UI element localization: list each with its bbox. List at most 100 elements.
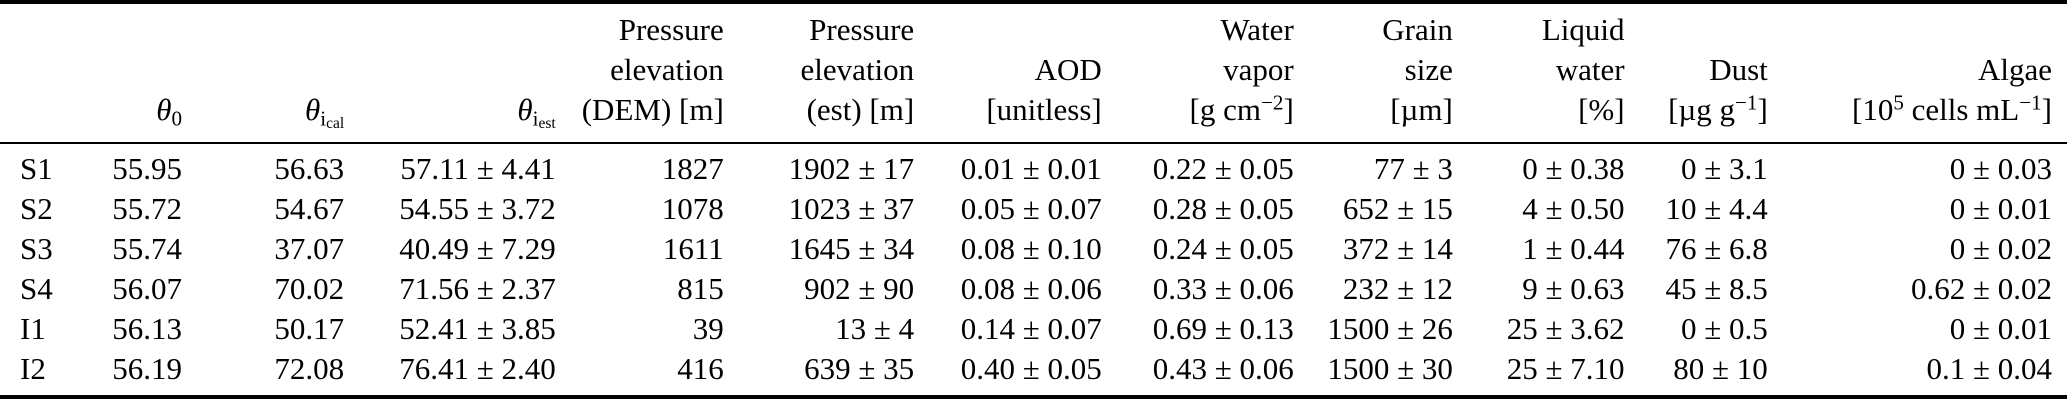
cell-theta0: 55.72 xyxy=(112,191,183,226)
cell-theta0: 56.13 xyxy=(112,311,183,346)
header-text: [10 xyxy=(1852,92,1894,127)
cell-theta_i_cal: 56.63 xyxy=(274,151,345,186)
header-text: size xyxy=(1404,52,1453,87)
header-text: [µm] xyxy=(1390,92,1453,127)
header-line: [µg g−1] xyxy=(1651,90,1768,130)
header-text: Algae xyxy=(1977,52,2052,87)
cell-theta0: 55.95 xyxy=(112,151,183,186)
header-text: cells mL xyxy=(1903,92,2020,127)
cell-water_vapor: 0.69 ± 0.13 xyxy=(1152,311,1294,346)
cell-theta_i_est: 40.49 ± 7.29 xyxy=(399,231,556,266)
header-line: water xyxy=(1479,50,1625,90)
header-text: [unitless] xyxy=(986,92,1102,127)
header-line: size xyxy=(1320,50,1453,90)
cell-dust: 45 ± 8.5 xyxy=(1665,271,1768,306)
cell-grain_size: 232 ± 12 xyxy=(1342,271,1453,306)
cell-algae: 0.1 ± 0.04 xyxy=(1926,351,2052,386)
cell-pressure_elevation_dem: 416 xyxy=(677,351,724,386)
header-text: Liquid xyxy=(1541,12,1625,47)
header-text: ] xyxy=(1283,92,1294,127)
results-table: θ0 θical θiest Pressure elevation (DEM) [m] Pr… xyxy=(0,0,2067,399)
header-text-sup: 5 xyxy=(1893,90,1904,115)
cell-dust: 0 ± 3.1 xyxy=(1681,151,1768,186)
cell-pressure_elevation_dem: 1611 xyxy=(662,231,724,266)
header-text: elevation xyxy=(800,52,915,87)
header-line: Grain xyxy=(1320,10,1453,50)
column-header-label xyxy=(0,2,65,143)
header-text: AOD xyxy=(1034,52,1102,87)
header-line: Algae xyxy=(1794,50,2052,90)
row-label: S4 xyxy=(20,271,53,306)
header-line: elevation xyxy=(582,50,724,90)
cell-dust: 10 ± 4.4 xyxy=(1665,191,1768,226)
column-header-grain_size: Grain size [µm] xyxy=(1294,2,1453,143)
cell-pressure_elevation_est: 1645 ± 34 xyxy=(788,231,915,266)
cell-pressure_elevation_est: 1902 ± 17 xyxy=(788,151,915,186)
cell-aod: 0.05 ± 0.07 xyxy=(960,191,1102,226)
header-line: [105 cells mL−1] xyxy=(1794,90,2052,130)
table-row: I2 56.19 72.08 76.41 ± 2.40 416 639 ± 35 0.40 … xyxy=(0,349,2067,397)
column-header-water_vapor: Water vapor [g cm−2] xyxy=(1102,2,1294,143)
row-label: I1 xyxy=(20,311,46,346)
header-text-sub: i xyxy=(532,106,539,131)
column-header-theta0: θ0 xyxy=(65,2,182,143)
cell-pressure_elevation_dem: 1827 xyxy=(661,151,724,186)
table-row: I1 56.13 50.17 52.41 ± 3.85 39 13 ± 4 0.14 ± 0… xyxy=(0,309,2067,349)
header-line: elevation xyxy=(750,50,915,90)
table-head: θ0 θical θiest Pressure elevation (DEM) [m] Pr… xyxy=(0,2,2067,143)
cell-aod: 0.14 ± 0.07 xyxy=(960,311,1102,346)
cell-theta0: 56.19 xyxy=(112,351,183,386)
table-row: S3 55.74 37.07 40.49 ± 7.29 1611 1645 ± 34 0.0… xyxy=(0,229,2067,269)
header-text: Pressure xyxy=(618,12,724,47)
header-text: (est) [m] xyxy=(806,92,915,127)
cell-theta_i_cal: 37.07 xyxy=(274,231,345,266)
column-header-pressure_elevation_dem: Pressure elevation (DEM) [m] xyxy=(556,2,724,143)
cell-grain_size: 1500 ± 30 xyxy=(1327,351,1453,386)
header-text: ] xyxy=(1757,92,1768,127)
header-line: [µm] xyxy=(1320,90,1453,130)
header-text-it: θ xyxy=(517,92,533,127)
cell-grain_size: 1500 ± 26 xyxy=(1327,311,1453,346)
cell-pressure_elevation_dem: 39 xyxy=(692,311,724,346)
header-text-subsub: cal xyxy=(326,114,345,132)
cell-liquid_water: 4 ± 0.50 xyxy=(1522,191,1625,226)
table-row: S2 55.72 54.67 54.55 ± 3.72 1078 1023 ± 37 0.0… xyxy=(0,189,2067,229)
header-text-it: θ xyxy=(305,92,321,127)
cell-liquid_water: 25 ± 7.10 xyxy=(1506,351,1625,386)
cell-water_vapor: 0.33 ± 0.06 xyxy=(1152,271,1294,306)
header-line: (est) [m] xyxy=(750,90,915,130)
header-row: θ0 θical θiest Pressure elevation (DEM) [m] Pr… xyxy=(0,2,2067,143)
cell-theta_i_est: 71.56 ± 2.37 xyxy=(399,271,556,306)
header-text-sup: −1 xyxy=(1735,90,1758,115)
cell-pressure_elevation_est: 13 ± 4 xyxy=(835,311,915,346)
row-label: S1 xyxy=(20,151,53,186)
cell-liquid_water: 0 ± 0.38 xyxy=(1522,151,1625,186)
row-label: S3 xyxy=(20,231,53,266)
header-line: (DEM) [m] xyxy=(582,90,724,130)
column-header-dust: Dust [µg g−1] xyxy=(1625,2,1768,143)
header-line: Liquid xyxy=(1479,10,1625,50)
table-row: S1 55.95 56.63 57.11 ± 4.41 1827 1902 ± 17 0.0… xyxy=(0,143,2067,189)
header-line: AOD xyxy=(940,50,1102,90)
header-line: Pressure xyxy=(582,10,724,50)
header-text-sub: 0 xyxy=(171,106,183,131)
cell-theta_i_est: 57.11 ± 4.41 xyxy=(400,151,556,186)
cell-water_vapor: 0.24 ± 0.05 xyxy=(1152,231,1294,266)
cell-water_vapor: 0.28 ± 0.05 xyxy=(1152,191,1294,226)
cell-theta_i_est: 76.41 ± 2.40 xyxy=(399,351,556,386)
cell-algae: 0.62 ± 0.02 xyxy=(1910,271,2052,306)
cell-water_vapor: 0.43 ± 0.06 xyxy=(1152,351,1294,386)
header-text: elevation xyxy=(610,52,724,87)
cell-liquid_water: 9 ± 0.63 xyxy=(1522,271,1625,306)
row-label: S2 xyxy=(20,191,53,226)
column-header-aod: AOD [unitless] xyxy=(914,2,1102,143)
header-text: [g cm xyxy=(1189,92,1261,127)
header-line: θ0 xyxy=(91,90,182,130)
header-line: [g cm−2] xyxy=(1128,90,1294,130)
cell-grain_size: 652 ± 15 xyxy=(1342,191,1453,226)
cell-theta_i_est: 54.55 ± 3.72 xyxy=(399,191,556,226)
cell-dust: 76 ± 6.8 xyxy=(1665,231,1768,266)
cell-dust: 0 ± 0.5 xyxy=(1681,311,1768,346)
cell-theta0: 56.07 xyxy=(112,271,183,306)
header-text-sup: −1 xyxy=(2019,90,2042,115)
